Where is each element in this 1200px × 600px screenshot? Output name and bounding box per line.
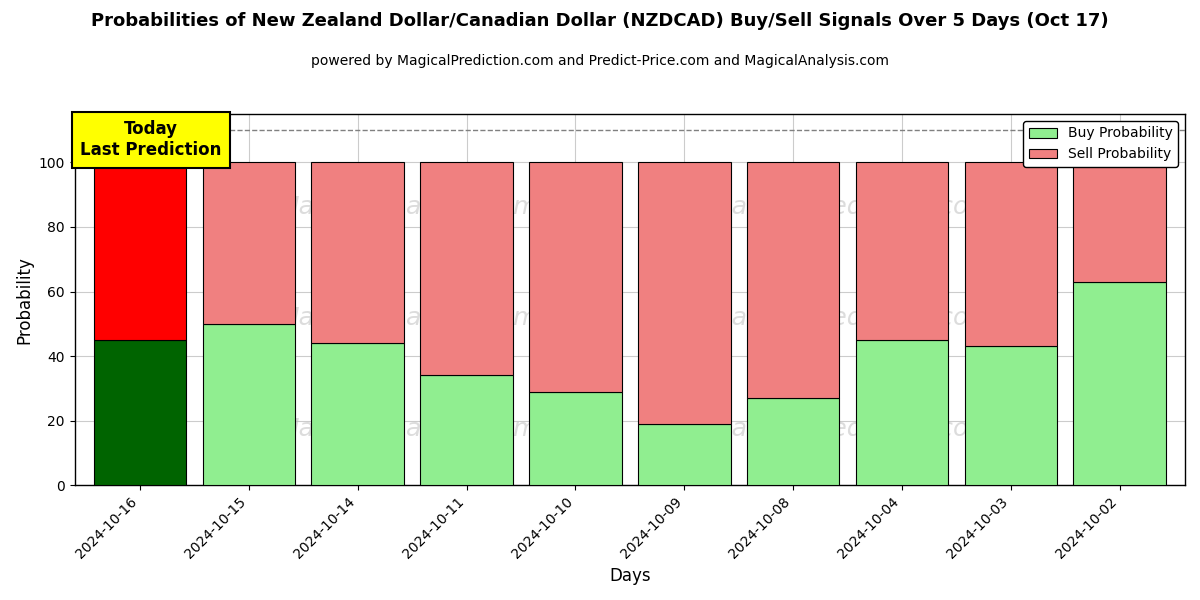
Text: MagicalPrediction.com: MagicalPrediction.com (710, 195, 994, 219)
Bar (856, 340, 948, 485)
Bar (203, 324, 295, 485)
Text: MagicalPrediction.com: MagicalPrediction.com (710, 306, 994, 330)
Bar (638, 163, 731, 424)
Bar (746, 163, 839, 398)
Bar (965, 346, 1057, 485)
Bar (203, 163, 295, 324)
Bar (94, 340, 186, 485)
Bar (1074, 163, 1166, 282)
Bar (856, 163, 948, 340)
Text: MagicalAnalysis.com: MagicalAnalysis.com (277, 306, 538, 330)
Bar (420, 163, 512, 376)
Bar (420, 376, 512, 485)
Bar (638, 424, 731, 485)
X-axis label: Days: Days (610, 567, 650, 585)
Bar (1074, 282, 1166, 485)
Legend: Buy Probability, Sell Probability: Buy Probability, Sell Probability (1024, 121, 1178, 167)
Bar (529, 163, 622, 392)
Text: Today
Last Prediction: Today Last Prediction (80, 121, 222, 159)
Bar (312, 343, 404, 485)
Bar (94, 163, 186, 340)
Text: powered by MagicalPrediction.com and Predict-Price.com and MagicalAnalysis.com: powered by MagicalPrediction.com and Pre… (311, 54, 889, 68)
Text: MagicalAnalysis.com: MagicalAnalysis.com (277, 418, 538, 442)
Bar (965, 163, 1057, 346)
Bar (746, 398, 839, 485)
Y-axis label: Probability: Probability (16, 256, 34, 344)
Text: Probabilities of New Zealand Dollar/Canadian Dollar (NZDCAD) Buy/Sell Signals Ov: Probabilities of New Zealand Dollar/Cana… (91, 12, 1109, 30)
Text: MagicalAnalysis.com: MagicalAnalysis.com (277, 195, 538, 219)
Bar (529, 392, 622, 485)
Bar (312, 163, 404, 343)
Text: MagicalPrediction.com: MagicalPrediction.com (710, 418, 994, 442)
